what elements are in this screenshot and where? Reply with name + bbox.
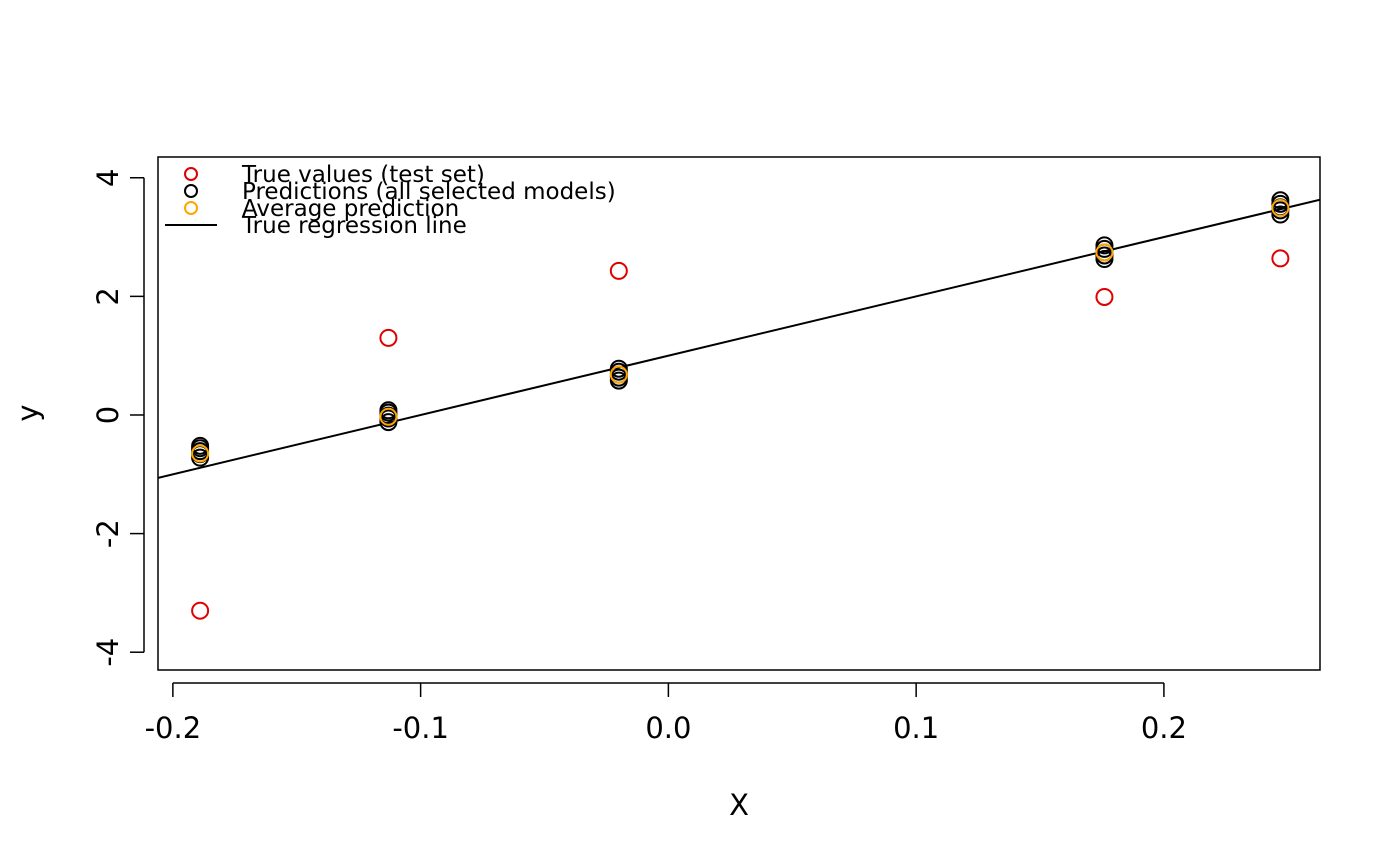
y-tick-label: 4 (91, 169, 125, 187)
prediction-point (1271, 191, 1290, 210)
legend-label: True regression line (241, 213, 467, 239)
series-layer (158, 191, 1320, 620)
y-axis: -4 -2 0 2 4 (91, 169, 145, 667)
legend-marker (184, 184, 198, 198)
x-tick-label: 0.2 (1141, 711, 1187, 745)
true-value-point (609, 261, 628, 280)
x-axis: -0.2 -0.1 0.0 0.1 0.2 (145, 682, 1187, 745)
prediction-point (379, 401, 398, 420)
y-tick-label: -2 (91, 519, 125, 548)
average-prediction-point (379, 407, 398, 426)
legend-marker (184, 201, 198, 215)
average-prediction-point (1271, 199, 1290, 218)
y-axis-label: y (11, 404, 45, 421)
true-value-point (191, 601, 210, 620)
prediction-point (1095, 236, 1114, 255)
average-prediction-point (191, 444, 210, 463)
average-prediction-point (1095, 243, 1114, 262)
prediction-point (609, 359, 628, 378)
legend-label: True values (test set) (241, 162, 485, 188)
true-value-point (1271, 249, 1290, 268)
legend: True values (test set)Predictions (all s… (165, 162, 616, 239)
legend-label: Predictions (all selected models) (242, 179, 616, 205)
x-tick-label: -0.1 (392, 711, 449, 745)
prediction-point (1271, 205, 1290, 224)
legend-marker (184, 167, 198, 181)
average-prediction-point (609, 365, 628, 384)
regression-line (158, 198, 1320, 479)
plot-frame (157, 156, 1321, 671)
y-tick-label: 2 (91, 287, 125, 305)
y-tick-label: -4 (91, 638, 125, 667)
x-axis-label: X (729, 788, 749, 822)
true-value-point (379, 328, 398, 347)
true-value-point (1095, 287, 1114, 306)
x-tick-label: 0.0 (645, 711, 691, 745)
y-tick-label: 0 (91, 406, 125, 424)
legend-label: Average prediction (242, 196, 459, 222)
x-tick-label: -0.2 (145, 711, 202, 745)
x-tick-label: 0.1 (893, 711, 939, 745)
prediction-point (191, 436, 210, 455)
